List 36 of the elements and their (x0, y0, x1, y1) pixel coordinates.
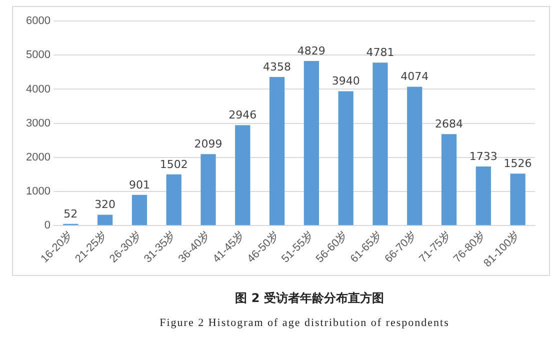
data-label: 2946 (228, 108, 257, 122)
y-tick-label: 0 (44, 220, 50, 232)
data-label: 4829 (297, 44, 326, 58)
data-label: 1526 (504, 156, 532, 170)
data-label: 52 (64, 207, 78, 220)
y-tick-label: 3000 (26, 117, 50, 130)
bar (132, 194, 148, 226)
bar (407, 86, 422, 226)
bar (97, 214, 113, 226)
bar (304, 60, 319, 226)
bar (235, 125, 250, 226)
y-tick-label: 5000 (26, 49, 50, 62)
data-label: 3940 (332, 74, 360, 88)
y-tick-label: 4000 (26, 83, 50, 96)
data-label: 1502 (160, 158, 188, 171)
y-tick-label: 1000 (26, 186, 50, 198)
bar (200, 154, 216, 226)
data-label: 1733 (469, 150, 498, 163)
bar (166, 174, 182, 226)
text: Figure 2 Histogram of age distribution of respondents (158, 317, 450, 329)
bar (338, 91, 354, 226)
data-label: 2684 (435, 117, 464, 130)
data-label: 320 (94, 198, 116, 212)
data-label: 4074 (400, 70, 429, 84)
data-label: 4358 (263, 60, 292, 74)
bar (269, 77, 285, 226)
data-label: 901 (128, 178, 150, 192)
text: 图 2 受访者年龄分布直方图 (234, 290, 385, 307)
bar (372, 62, 388, 226)
y-tick-label: 2000 (26, 151, 50, 164)
y-tick-label: 6000 (26, 15, 50, 28)
bar (510, 174, 526, 226)
data-label: 4781 (366, 46, 394, 59)
bar (441, 134, 457, 226)
bar (476, 166, 491, 226)
data-label: 2099 (194, 137, 222, 150)
